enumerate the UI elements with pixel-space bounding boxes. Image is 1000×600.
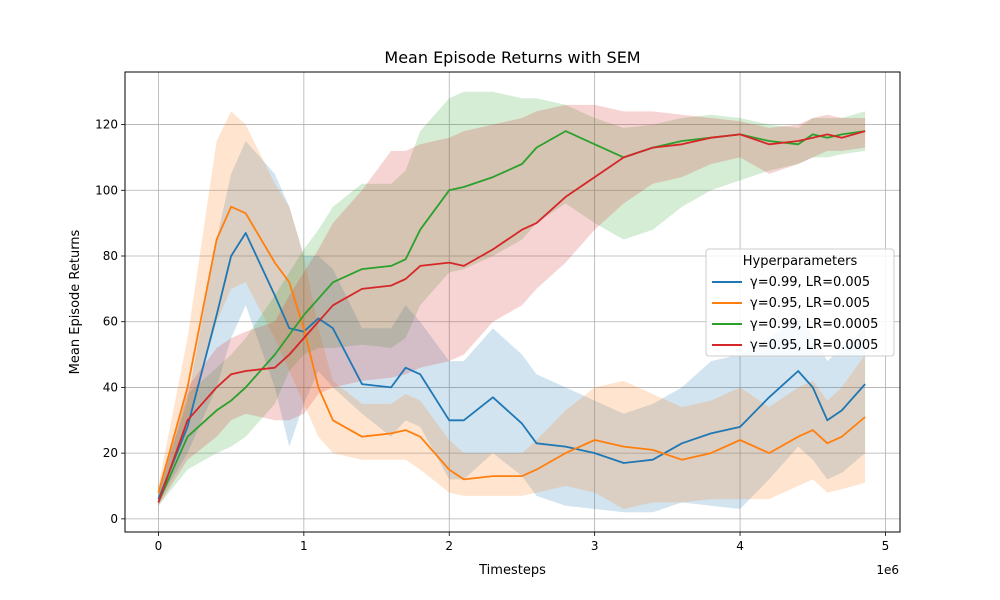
legend-box [705, 248, 895, 357]
legend-label-series-1: γ=0.99, LR=0.005 [750, 275, 870, 290]
x-tick-label: 3 [591, 539, 599, 553]
legend-items: γ=0.99, LR=0.005 γ=0.95, LR=0.005 γ=0.99, … [712, 275, 878, 353]
line-series-2 [157, 205, 866, 493]
plot-frame [124, 71, 901, 533]
legend-label-series-3: γ=0.99, LR=0.0005 [750, 317, 878, 332]
legend-label-series-2: γ=0.95, LR=0.005 [750, 296, 870, 311]
line-series-3 [157, 130, 866, 503]
legend-title: Hyperparameters [743, 254, 858, 269]
x-tick-label: 2 [445, 539, 453, 553]
x-tick-label: 4 [736, 539, 744, 553]
y-tick-label: 20 [103, 446, 118, 460]
x-tick-label: 0 [155, 539, 163, 553]
sem-bands-layer [158, 91, 866, 513]
legend-label-series-4: γ=0.95, LR=0.0005 [750, 338, 878, 353]
x-tick-label: 5 [882, 539, 890, 553]
series-lines-layer [157, 130, 866, 503]
line-series-4 [157, 130, 866, 503]
sem-band-series-3 [158, 91, 866, 506]
x-axis-label: Timesteps [478, 563, 546, 578]
line-series-1 [157, 232, 866, 500]
y-tick-label: 40 [103, 380, 118, 394]
x-axis-ticks: 0 1 2 3 4 5 [155, 532, 890, 553]
y-tick-label: 120 [95, 118, 118, 132]
y-tick-label: 80 [103, 249, 118, 263]
chart-title: Mean Episode Returns with SEM [384, 48, 640, 67]
y-tick-label: 100 [95, 183, 118, 197]
legend: Hyperparameters γ=0.99, LR=0.005 γ=0.95, … [705, 248, 895, 357]
y-tick-label: 0 [110, 512, 118, 526]
x-tick-label: 1 [300, 539, 308, 553]
x-axis-offset-label: 1e6 [876, 563, 899, 577]
sem-band-series-1 [158, 141, 866, 513]
sem-band-series-2 [158, 111, 866, 510]
y-axis-label: Mean Episode Returns [68, 229, 83, 374]
y-tick-label: 60 [103, 315, 118, 329]
y-axis-ticks: 0 20 40 60 80 100 120 [95, 118, 125, 526]
sem-band-series-4 [158, 104, 866, 506]
